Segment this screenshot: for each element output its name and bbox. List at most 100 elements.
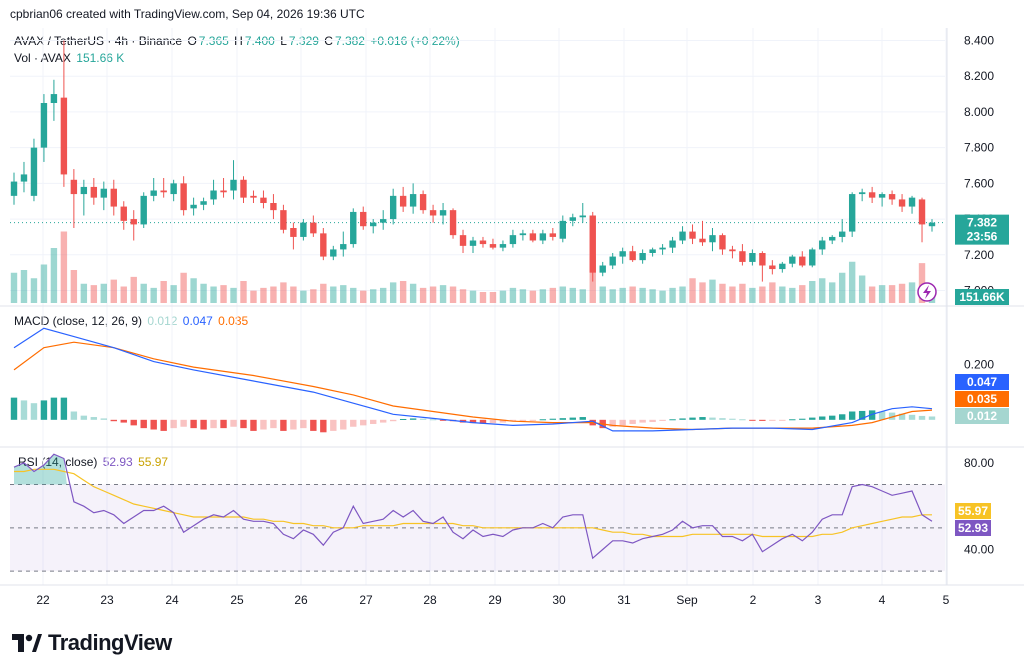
volume-bar [819, 278, 826, 303]
macd-histogram-bar [230, 419, 237, 427]
candle-body [539, 233, 547, 241]
macd-histogram-bar [399, 418, 407, 420]
macd-histogram-bar [419, 418, 427, 420]
candle-body [679, 231, 686, 241]
macd-histogram-bar [699, 417, 706, 420]
macd-histogram-bar [579, 417, 586, 420]
macd-histogram-bar [200, 419, 207, 430]
volume-bar [559, 286, 567, 303]
macd-histogram-bar [140, 419, 147, 429]
macd-histogram-bar [270, 419, 277, 429]
volume-bar [858, 275, 866, 303]
macd-histogram-bar [709, 417, 716, 420]
candle-body [190, 204, 197, 209]
macd-histogram-bar [898, 413, 906, 420]
volume-bar [90, 285, 98, 303]
volume-bar [759, 286, 766, 303]
volume-bar [739, 283, 746, 303]
signal-tag: 0.035 [967, 392, 997, 406]
candle-body [180, 183, 187, 211]
time-tick-label: 4 [879, 593, 886, 607]
volume-bar [619, 287, 626, 303]
volume-bar [270, 286, 277, 303]
macd-tick-label: 0.200 [964, 357, 994, 371]
volume-bar [200, 283, 207, 303]
price-candles [10, 40, 945, 282]
volume-bar [749, 287, 756, 303]
volume-label[interactable]: Vol · AVAX [14, 51, 71, 65]
volume-bar [340, 285, 347, 303]
volume-bar [838, 272, 846, 303]
candle-body [729, 249, 736, 252]
rsi-label[interactable]: RSI (14, close) [18, 455, 98, 469]
tradingview-logo-icon [12, 634, 42, 652]
candle-body [759, 253, 766, 266]
time-tick-label: 3 [815, 593, 822, 607]
macd-histogram-bar [679, 418, 686, 420]
candle-body [609, 256, 616, 266]
tradingview-logo[interactable]: TradingView [12, 630, 172, 656]
candle-body [579, 215, 586, 218]
candle-body [519, 233, 527, 236]
candle-body [789, 256, 796, 264]
volume-bar [469, 290, 477, 303]
candle-body [30, 147, 38, 196]
macd-legend: MACD (close, 12, 26, 9) 0.012 0.047 0.03… [14, 314, 250, 328]
volume-bar [399, 281, 407, 303]
candle-body [599, 265, 606, 273]
macd-histogram-bar [769, 419, 776, 421]
volume-bar [100, 283, 108, 303]
volume-bar [240, 281, 247, 303]
macd-histogram-bar [659, 419, 666, 421]
rsi-tag-bg [955, 520, 991, 536]
macd-histogram-bar [739, 419, 746, 421]
volume-bar [10, 272, 18, 303]
volume-bar [170, 285, 177, 303]
candle-body [689, 231, 696, 239]
macd-label[interactable]: MACD (close, 12, 26, 9) [14, 314, 143, 328]
macd-histogram-bar [80, 415, 88, 420]
rsi-ma-line [14, 468, 932, 538]
candle-body [150, 190, 157, 196]
volume-bar [699, 282, 706, 303]
macd-histogram-bar [350, 419, 357, 427]
last-price-tag-bg [955, 214, 1009, 245]
macd-histogram-bar [858, 410, 866, 420]
candle-body [409, 194, 417, 207]
volume-bar [659, 290, 666, 303]
macd-histogram-bar [759, 419, 766, 421]
candle-body [509, 235, 517, 245]
macd-histogram-bar [310, 419, 317, 431]
macd-histogram-bar [60, 397, 68, 420]
candle-body [868, 192, 876, 198]
macd-histogram-bar [619, 419, 626, 426]
candle-body [370, 222, 377, 227]
candle-body [20, 174, 28, 182]
candle-body [389, 195, 397, 220]
macd-histogram-bar [389, 419, 397, 422]
candle-body [649, 249, 656, 253]
axes: 8.4008.2008.0007.8007.6007.4007.2007.000… [0, 28, 1024, 607]
macd-histogram-bar [190, 419, 197, 429]
volume-bar [848, 261, 856, 303]
macd-histogram-bar [120, 419, 127, 423]
candle-body [220, 190, 227, 193]
volume-bar [320, 283, 327, 303]
volume-bar [599, 286, 606, 303]
macd-histogram-bar [469, 419, 477, 424]
candle-body [489, 244, 497, 248]
macd-signal-line [13, 341, 933, 431]
macd-histogram-bar [160, 419, 167, 431]
macd-histogram-bar [669, 419, 676, 421]
rsi-tick-label: 40.00 [964, 543, 994, 557]
macd-histogram-bar [499, 419, 507, 423]
candle-body [858, 192, 866, 195]
macd-tag-bg [955, 374, 1009, 390]
macd-histogram-bar [868, 410, 876, 420]
candle-body [40, 103, 48, 148]
volume-bar [579, 289, 586, 303]
volume-bar [669, 287, 676, 303]
price-tick-label: 7.200 [964, 248, 994, 262]
candle-body [589, 215, 596, 273]
